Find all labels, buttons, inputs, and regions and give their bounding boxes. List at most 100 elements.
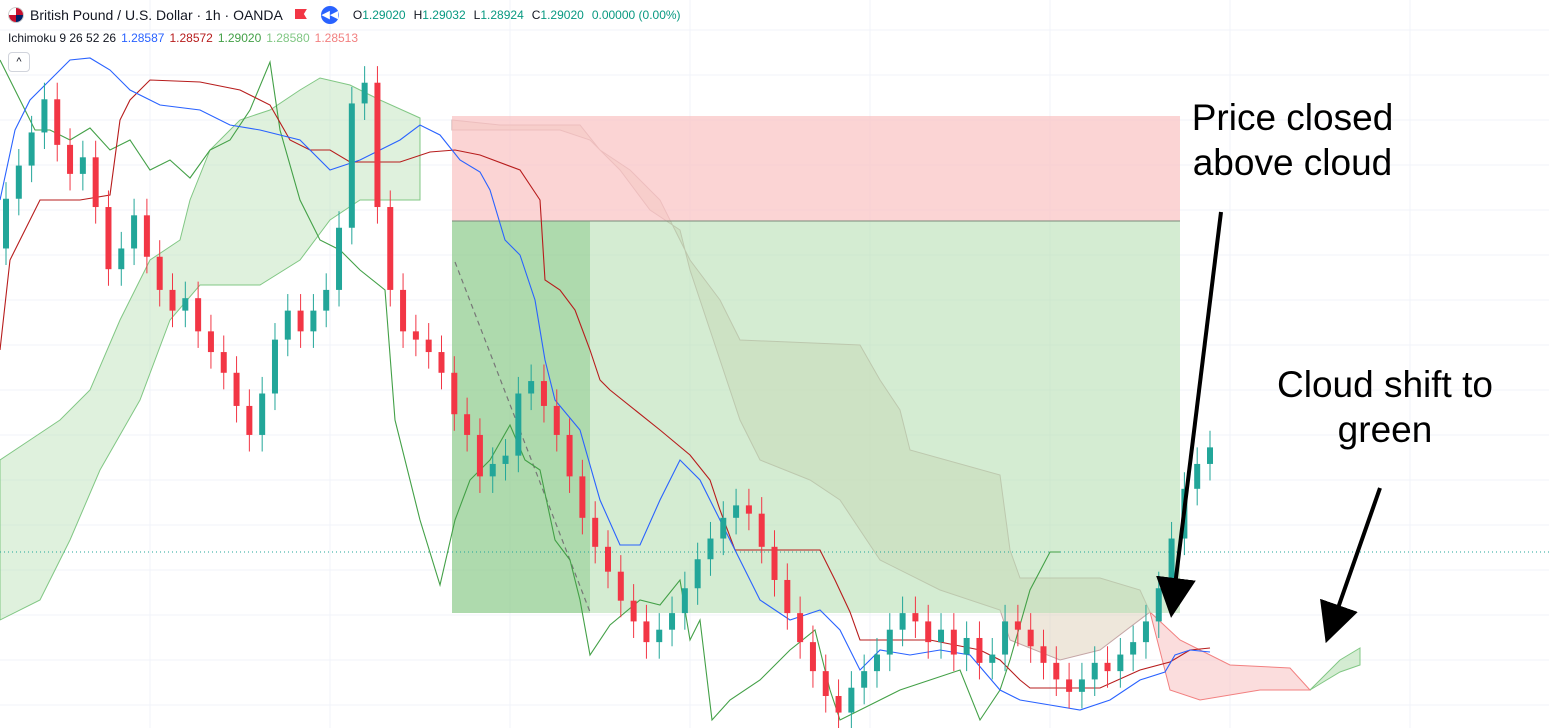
candle-body <box>15 165 22 199</box>
candle-body <box>950 629 957 655</box>
candle-body <box>207 331 214 353</box>
candle-body <box>694 559 701 589</box>
candle-body <box>1040 646 1047 663</box>
ohlc-open: O1.29020 <box>352 8 406 22</box>
candle-body <box>1130 642 1137 655</box>
candle-body <box>336 227 343 290</box>
stop-loss-zone <box>452 116 1180 221</box>
candle-body <box>681 588 688 614</box>
indicator-value-span-b: 1.28513 <box>314 31 359 45</box>
candle-body <box>220 352 227 373</box>
indicator-value-tenkan: 1.28587 <box>121 31 165 45</box>
indicator-value-chikou: 1.29020 <box>217 31 262 45</box>
candle-body <box>489 463 496 477</box>
candlestick-series <box>3 66 1213 728</box>
candle-body <box>720 517 727 539</box>
candle-body <box>502 455 509 464</box>
candle-body <box>899 613 906 630</box>
candle-body <box>579 476 586 518</box>
candle-body <box>143 215 150 257</box>
candle-body <box>1117 654 1124 672</box>
candle-body <box>592 517 599 547</box>
candle-body <box>515 393 522 456</box>
candle-body <box>566 434 573 477</box>
candle-body <box>733 505 740 518</box>
ohlc-change: 0.00000 (0.00%) <box>591 8 681 22</box>
candle-body <box>873 654 880 672</box>
candle-body <box>323 289 330 311</box>
candle-body <box>1104 662 1111 672</box>
candle-body <box>284 310 291 340</box>
replay-icon[interactable]: ◀◀ <box>320 6 339 24</box>
candle-body <box>848 687 855 713</box>
gbp-usd-flag-icon <box>8 7 24 23</box>
candle-body <box>464 414 471 435</box>
indicator-value-span-a: 1.28580 <box>266 31 310 45</box>
candle-body <box>617 571 624 601</box>
candle-body <box>758 513 765 547</box>
chevron-up-icon[interactable]: ^ <box>8 52 30 72</box>
candle-body <box>233 372 240 406</box>
candle-body <box>425 339 432 353</box>
candle-body <box>451 372 458 415</box>
candle-body <box>886 629 893 655</box>
candle-body <box>938 629 945 643</box>
candle-body <box>707 538 714 560</box>
annotation-cloud-shift: Cloud shift to green <box>1277 364 1493 450</box>
candle-body <box>131 215 138 249</box>
candle-body <box>656 629 663 643</box>
candle-body <box>54 99 61 145</box>
candle-body <box>246 405 253 435</box>
candle-body <box>605 546 611 572</box>
candle-body <box>925 621 932 643</box>
candle-body <box>348 103 355 228</box>
candle-body <box>745 505 752 514</box>
tenkan-sen-line <box>0 57 1211 711</box>
annotation-price-closed: Price closed above cloud <box>1191 97 1394 183</box>
candle-body <box>835 695 842 713</box>
candle-body <box>182 298 189 311</box>
candle-body <box>540 381 547 406</box>
ohlc-high: H1.29032 <box>413 8 466 22</box>
candle-body <box>1027 629 1034 647</box>
candle-body <box>630 600 637 622</box>
candle-body <box>1194 463 1201 489</box>
candle-body <box>1078 679 1085 692</box>
candle-body <box>297 310 304 332</box>
candle-body <box>976 637 983 663</box>
candle-body <box>963 637 970 655</box>
candle-body <box>438 352 445 373</box>
candle-body <box>553 405 560 435</box>
candle-body <box>387 207 394 290</box>
candle-body <box>771 546 778 580</box>
candle-body <box>118 248 125 270</box>
candle-body <box>1091 662 1098 680</box>
indicator-name: Ichimoku 9 26 52 26 <box>8 31 117 45</box>
symbol-title[interactable]: British Pound / U.S. Dollar · 1h · OANDA <box>30 7 283 23</box>
candle-body <box>3 198 9 249</box>
candle-body <box>643 621 650 643</box>
candle-body <box>669 613 676 630</box>
candle-body <box>28 132 35 166</box>
candle-body <box>271 339 278 394</box>
candle-body <box>374 82 381 208</box>
candle-body <box>1207 447 1213 464</box>
candle-body <box>105 207 112 270</box>
candle-body <box>989 654 996 663</box>
arrow-cloud-shift <box>1320 487 1382 644</box>
candle-body <box>361 82 368 104</box>
candle-body <box>400 289 407 332</box>
candle-body <box>1168 538 1175 589</box>
indicator-legend[interactable]: Ichimoku 9 26 52 26 1.28587 1.28572 1.29… <box>8 31 358 45</box>
kijun-sen-line <box>0 79 1211 689</box>
symbol-header: British Pound / U.S. Dollar · 1h · OANDA… <box>0 0 689 30</box>
candle-body <box>79 157 86 174</box>
indicator-value-kijun: 1.28572 <box>169 31 213 45</box>
candle-body <box>67 144 74 174</box>
candle-body <box>1066 679 1073 692</box>
candle-body <box>169 289 176 311</box>
candle-body <box>797 613 804 643</box>
candle-body <box>476 434 483 477</box>
candle-body <box>156 256 163 290</box>
